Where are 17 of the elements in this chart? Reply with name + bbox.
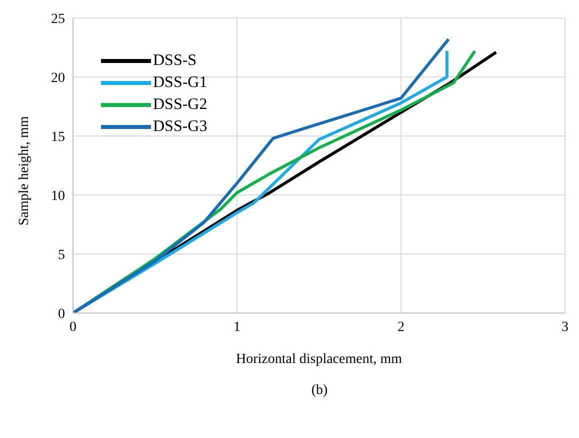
y-tick-label: 25 <box>51 12 65 27</box>
x-tick-label: 0 <box>70 320 76 335</box>
y-tick-label: 15 <box>51 130 65 145</box>
legend-label: DSS-G3 <box>153 118 208 136</box>
legend-label: DSS-S <box>153 52 197 70</box>
x-tick-label: 2 <box>398 320 404 335</box>
text: (b) <box>310 383 329 399</box>
x-tick-label: 1 <box>234 320 240 335</box>
y-axis-title: Sample height, mm <box>16 116 32 226</box>
y-tick-label: 0 <box>58 306 65 322</box>
legend-label: DSS-G2 <box>153 96 208 114</box>
y-tick-label: 10 <box>51 188 65 204</box>
legend-label: DSS-G1 <box>153 74 208 92</box>
x-axis-title: Horizontal displacement, mm <box>236 352 402 367</box>
y-tick-label: 5 <box>58 248 65 263</box>
y-tick-label: 20 <box>51 70 65 86</box>
x-tick-label: 3 <box>562 320 568 335</box>
